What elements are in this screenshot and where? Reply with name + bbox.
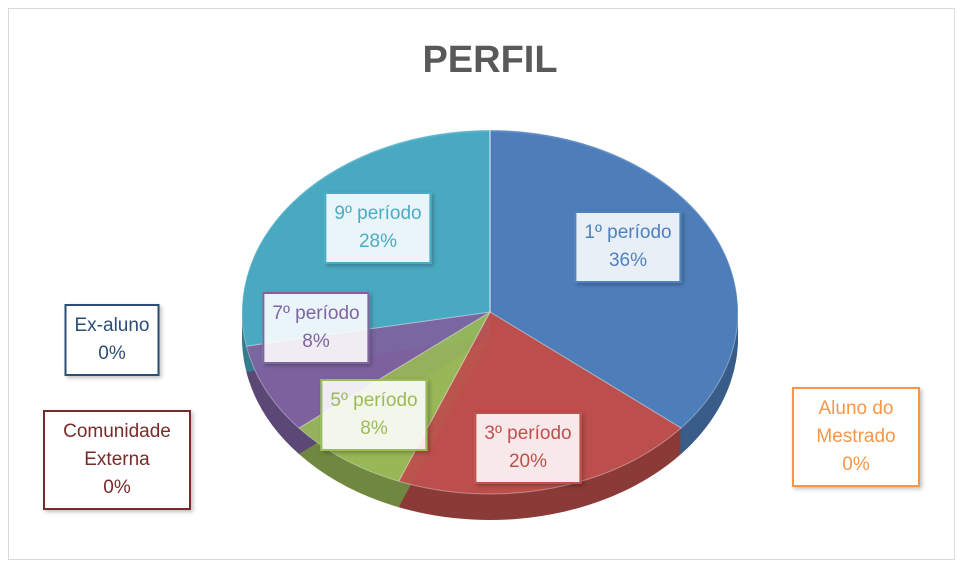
label-category: 9º período bbox=[334, 203, 422, 224]
label-value: 0% bbox=[98, 343, 126, 364]
label-category: Comunidade Externa bbox=[63, 421, 171, 470]
label-category: Ex-aluno bbox=[74, 315, 150, 336]
label-value: 0% bbox=[103, 477, 131, 498]
data-label: 9º período 28% bbox=[324, 192, 432, 264]
data-label: 3º período 20% bbox=[474, 412, 582, 484]
label-category: 7º período bbox=[272, 303, 360, 324]
label-category: 5º período bbox=[330, 390, 418, 411]
label-value: 8% bbox=[302, 331, 330, 352]
data-label: 5º período 8% bbox=[320, 379, 428, 451]
label-value: 0% bbox=[842, 454, 870, 475]
label-category: 3º período bbox=[484, 423, 572, 444]
label-value: 8% bbox=[360, 418, 388, 439]
data-label: Aluno do Mestrado 0% bbox=[792, 387, 920, 487]
data-label: 7º período 8% bbox=[262, 292, 370, 364]
data-label: 1º período 36% bbox=[574, 211, 682, 283]
label-category: Aluno do Mestrado bbox=[816, 398, 896, 447]
label-category: 1º período bbox=[584, 222, 672, 243]
data-label: Comunidade Externa 0% bbox=[43, 410, 191, 510]
label-value: 28% bbox=[358, 231, 398, 252]
slice bbox=[397, 311, 682, 495]
label-value: 36% bbox=[608, 250, 648, 271]
label-value: 20% bbox=[508, 451, 548, 472]
chart-title: PERFIL bbox=[422, 39, 557, 81]
data-label: Ex-aluno 0% bbox=[64, 304, 160, 376]
